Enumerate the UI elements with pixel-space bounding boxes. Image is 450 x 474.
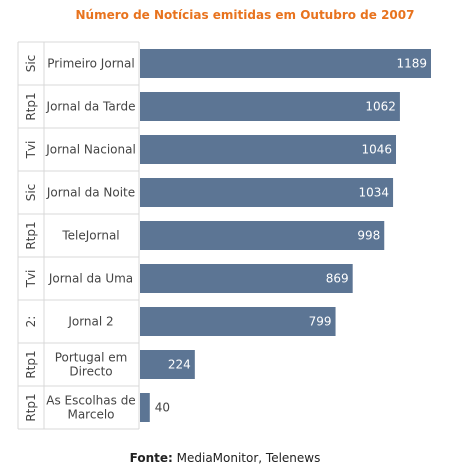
bar (140, 178, 394, 207)
data-label: 1034 (359, 186, 390, 200)
category-label: As Escolhas de (46, 394, 135, 408)
category-label: Primeiro Jornal (47, 57, 134, 71)
data-label: 998 (357, 229, 380, 243)
bar (140, 49, 431, 78)
data-label: 40 (155, 401, 170, 415)
data-label: 1062 (365, 100, 396, 114)
category-label: Marcelo (67, 408, 114, 422)
data-label: 1189 (396, 57, 427, 71)
source-label: Fonte: (129, 451, 173, 465)
category-label: Jornal da Uma (48, 272, 133, 286)
bar (140, 264, 353, 293)
group-label: Rtp1 (24, 92, 38, 120)
data-label: 799 (309, 315, 332, 329)
group-label: 2: (24, 316, 38, 328)
bar (140, 221, 385, 250)
chart-labels: Sic Primeiro Jornal 1189 Rtp1 Jornal da Tard… (24, 55, 427, 422)
bar (140, 307, 336, 336)
bar (140, 350, 195, 379)
group-label: Tvi (24, 141, 38, 160)
category-label: Directo (69, 365, 112, 379)
source-note: Fonte: MediaMonitor, Telenews (0, 451, 450, 465)
data-label: 1046 (361, 143, 392, 157)
category-label: TeleJornal (61, 229, 119, 243)
source-text: MediaMonitor, Telenews (176, 451, 321, 465)
category-label: Jornal Nacional (45, 143, 136, 157)
bar (140, 393, 150, 422)
chart-grid (17, 41, 140, 430)
chart-title: Número de Notícias emitidas em Outubro d… (75, 8, 415, 22)
chart-bars (140, 49, 431, 422)
category-label: Jornal da Noite (46, 186, 135, 200)
group-label: Tvi (24, 270, 38, 289)
category-label: Jornal 2 (67, 315, 113, 329)
group-label: Rtp1 (24, 221, 38, 249)
bar (140, 92, 400, 121)
category-label: Portugal em (55, 351, 128, 365)
data-label: 869 (326, 272, 349, 286)
group-label: Sic (24, 184, 38, 202)
bar (140, 135, 397, 164)
category-label: Jornal da Tarde (46, 100, 136, 114)
group-label: Rtp1 (24, 350, 38, 378)
data-label: 224 (168, 358, 191, 372)
group-label: Rtp1 (24, 393, 38, 421)
group-label: Sic (24, 55, 38, 73)
